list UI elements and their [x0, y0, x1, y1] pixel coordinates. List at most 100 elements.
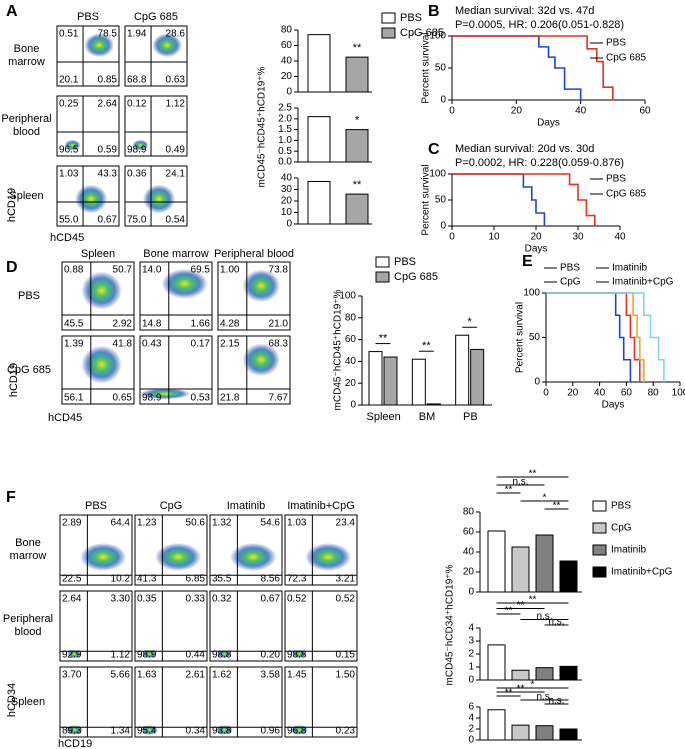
y-tick-label: 10: [281, 207, 293, 218]
x-tick-label: 100: [672, 388, 685, 399]
x-tick-label: 40: [614, 232, 626, 243]
x-tick-label: 20: [567, 388, 579, 399]
quadrant-value: 0.44: [186, 650, 206, 661]
y-tick-label: 100: [339, 291, 356, 302]
density: [142, 649, 157, 659]
bar: [511, 669, 530, 681]
density: [142, 184, 176, 214]
legend-swatch: [592, 522, 607, 534]
row-label: Spleen: [10, 695, 46, 708]
density: [81, 271, 122, 310]
quadrant-value: 0.52: [287, 594, 307, 605]
quadrant-value: 0.49: [166, 145, 186, 156]
quadrant-value: 7.67: [269, 393, 289, 404]
panel-label: B: [428, 3, 440, 20]
y-tick-label: 80: [281, 25, 293, 36]
quadrant-value: 0.59: [98, 145, 118, 156]
column-header: Imatinib: [227, 500, 266, 512]
quadrant-value: 28.6: [166, 29, 186, 40]
density: [305, 543, 352, 571]
y-tick-label: 0.5: [278, 146, 292, 157]
density: [80, 543, 127, 571]
quadrant-value: 21.8: [220, 393, 240, 404]
bar: [535, 667, 554, 681]
y-tick-label: 3: [468, 636, 474, 647]
survival-curve: [546, 292, 645, 382]
quadrant-value: 0.36: [127, 169, 147, 180]
significance: **: [553, 501, 561, 512]
bar: [487, 530, 506, 593]
significance: n.s.: [536, 692, 552, 703]
y-tick-label: 40: [463, 547, 475, 558]
quadrant-value: 1.45: [287, 670, 307, 681]
bar: [426, 403, 441, 406]
column-header: PBS: [85, 500, 107, 512]
quadrant-value: 1.50: [336, 670, 356, 681]
significance: *: [531, 680, 535, 691]
quadrant-value: 54.6: [261, 518, 281, 529]
x-tick-label: 0: [449, 232, 455, 243]
bar: [511, 724, 530, 741]
bar: [368, 351, 383, 406]
quadrant-value: 0.33: [186, 594, 206, 605]
quadrant-value: 23.4: [336, 518, 356, 529]
y-tick-label: 0: [468, 675, 474, 686]
density: [152, 33, 183, 58]
y-tick-label: 0: [440, 95, 446, 106]
x-tick-label: 0: [449, 106, 455, 117]
quadrant-value: 2.15: [220, 339, 240, 350]
significance: **: [517, 684, 525, 695]
legend-label: CpG 685: [400, 27, 444, 39]
quadrant-value: 0.12: [127, 99, 147, 110]
chart-subtitle: P=0.0005, HR: 0.206(0.051-0.828): [455, 19, 624, 31]
row-label: Bone marrow: [9, 537, 47, 562]
survival-curve: [546, 292, 665, 382]
quadrant-value: 0.67: [98, 215, 118, 226]
row-label-box: Peripheral blood: [1, 113, 51, 138]
x-tick-label: 40: [575, 106, 587, 117]
quadrant-value: 0.17: [191, 339, 211, 350]
legend-swatch: [381, 27, 396, 39]
quadrant-value: 1.34: [111, 726, 131, 737]
quadrant-value: 0.51: [59, 29, 79, 40]
y-tick-label: 40: [281, 56, 293, 67]
quadrant-value: 69.5: [191, 265, 211, 276]
quadrant-value: 89.3: [62, 726, 82, 737]
y-tick-label: 40: [345, 356, 357, 367]
row-label: Peripheral blood: [2, 613, 54, 638]
y-tick-label: 100: [429, 31, 446, 42]
y-tick-label: 2: [468, 724, 474, 735]
quadrant-value: 68.3: [269, 339, 289, 350]
quadrant-value: 1.32: [212, 518, 232, 529]
density: [242, 269, 280, 303]
density: [242, 343, 280, 377]
y-tick-label: 20: [463, 567, 475, 578]
x-tick-label: 0: [543, 388, 549, 399]
quadrant-value: 0.52: [336, 594, 356, 605]
quadrant-value: 4.28: [220, 319, 240, 330]
row-label-box: PBS: [18, 290, 40, 302]
quadrant-value: 1.00: [220, 265, 240, 276]
y-tick-label: 0: [286, 87, 292, 98]
bar: [559, 728, 578, 741]
column-header: Spleen: [81, 248, 115, 260]
legend-label: CpG: [560, 277, 581, 288]
axis-label: hCD45: [50, 232, 84, 244]
y-tick-label: 2.0: [278, 113, 292, 124]
legend-label: CpG 685: [606, 189, 646, 200]
y-tick-label: 20: [345, 378, 357, 389]
quadrant-value: 0.65: [113, 393, 133, 404]
row-label-box: Bone marrow: [8, 43, 45, 68]
quadrant-value: 0.20: [261, 650, 281, 661]
legend-label: PBS: [560, 263, 580, 274]
quadrant-value: 43.3: [98, 169, 118, 180]
legend-swatch: [375, 256, 390, 268]
quadrant-value: 64.4: [111, 518, 131, 529]
quadrant-value: 1.62: [212, 670, 232, 681]
survival-curve: [452, 173, 596, 226]
quadrant-value: 2.64: [98, 99, 118, 110]
quadrant-value: 0.35: [137, 594, 157, 605]
bar: [307, 116, 331, 163]
significance: **: [505, 485, 513, 496]
